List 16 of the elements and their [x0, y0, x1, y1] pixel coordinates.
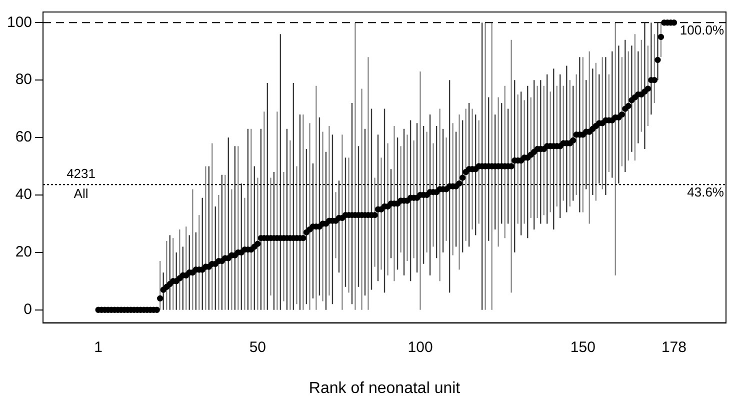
x-tick-label: 178 — [661, 338, 686, 356]
ref-line-label: 100.0% — [680, 22, 724, 38]
y-tick-label: 80 — [15, 71, 32, 88]
x-tick-label: 50 — [249, 338, 266, 356]
x-tick-label: 1 — [94, 338, 102, 356]
y-tick-label: 100 — [6, 14, 32, 31]
y-tick-label: 40 — [15, 186, 32, 204]
y-tick-label: 20 — [15, 244, 32, 261]
x-tick-label: 150 — [570, 338, 596, 356]
y-tick-label: 60 — [15, 128, 32, 146]
y-tick-label: 0 — [24, 301, 32, 318]
annotation: All — [74, 186, 88, 202]
x-tick-label: 100 — [408, 338, 433, 356]
annotation: 4231 — [66, 166, 96, 182]
x-axis-title: Rank of neonatal unit — [308, 380, 461, 397]
ref-line-label: 43.6% — [687, 184, 724, 200]
